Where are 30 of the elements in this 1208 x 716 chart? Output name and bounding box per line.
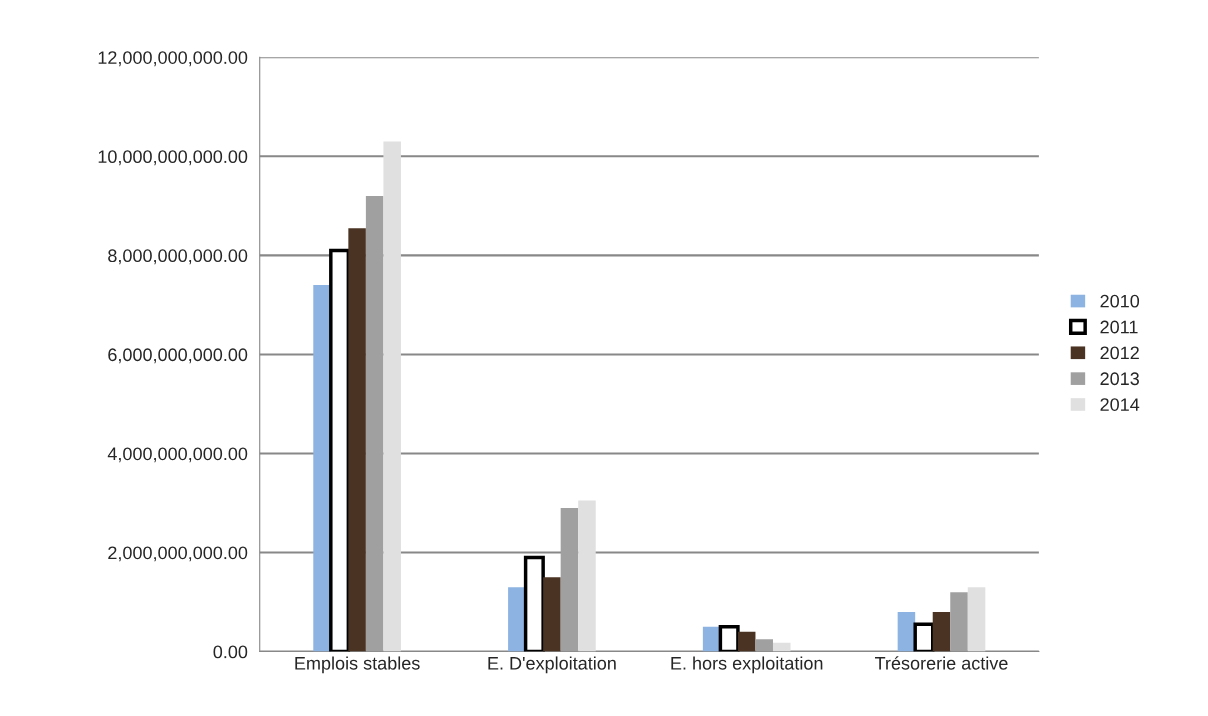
y-tick-label: 0.00	[213, 645, 248, 659]
bar	[383, 141, 401, 652]
bar	[578, 500, 596, 652]
bar	[737, 631, 756, 652]
bar	[508, 587, 526, 652]
bar	[313, 285, 331, 652]
y-tick-label: 8,000,000,000.00	[108, 249, 248, 265]
bar	[772, 642, 791, 652]
bar	[967, 587, 986, 652]
x-tick-label: E. hors exploitation	[671, 656, 823, 674]
y-tick-label: 2,000,000,000.00	[108, 546, 248, 562]
bar	[560, 507, 579, 652]
bar	[365, 195, 384, 652]
x-tick-label: Trésorerie active	[875, 656, 1008, 670]
legend-label: 2010	[1100, 294, 1140, 308]
legend-label: 2013	[1100, 372, 1139, 386]
bar	[950, 592, 968, 652]
bar	[543, 577, 561, 652]
legend-label: 2014	[1100, 398, 1140, 411]
y-tick-label: 12,000,000,000.00	[98, 51, 248, 67]
bar	[932, 611, 951, 652]
legend-label: 2011	[1100, 320, 1138, 334]
bar	[755, 639, 773, 652]
y-tick-label: 4,000,000,000.00	[107, 447, 248, 463]
legend-label: 2012	[1100, 346, 1139, 360]
bar	[348, 228, 366, 652]
x-tick-label: E. D'exploitation	[488, 656, 616, 674]
x-tick-label: Emplois stables	[295, 656, 420, 674]
y-tick-label: 6,000,000,000.00	[108, 348, 248, 364]
y-tick-label: 10,000,000,000.00	[98, 150, 248, 166]
